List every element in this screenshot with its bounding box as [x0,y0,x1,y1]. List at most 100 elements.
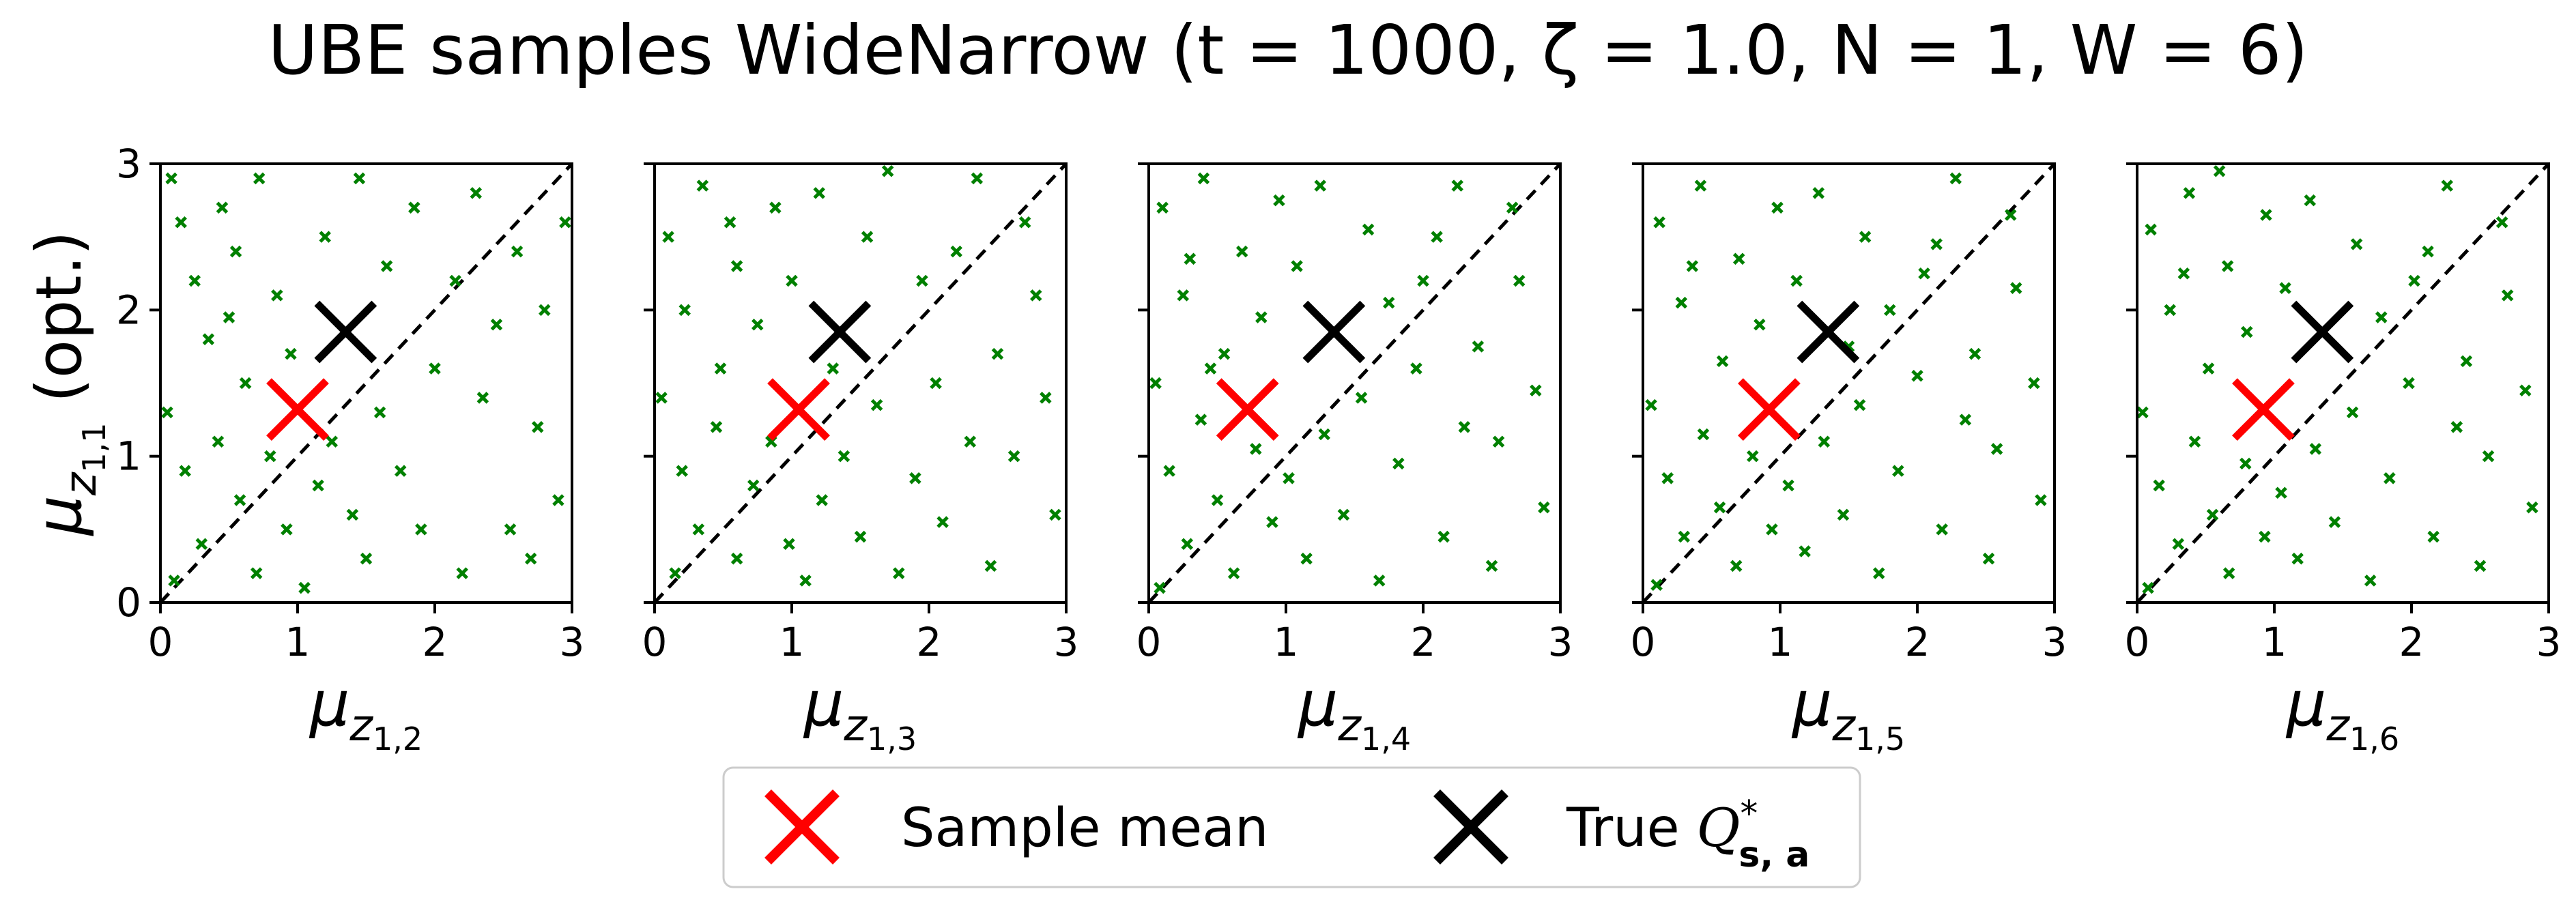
sample-point [1538,501,1550,514]
sample-point [1911,370,1923,382]
sample-point [2450,421,2463,433]
sample-point [380,260,393,272]
x-axis-label: μz1,4 [1297,667,1411,757]
sample-point [1181,538,1194,551]
sample-point [1812,187,1825,199]
sample-point [2482,450,2495,463]
sample-point [1872,567,1885,579]
sample-point [930,377,942,390]
sample-point [1754,318,1766,331]
sample-mean-marker [266,378,329,441]
sample-point [2350,238,2363,250]
plot-frame [653,162,1068,604]
sample-point [1732,252,1745,265]
diagonal-line [1642,162,2056,604]
sample-point [1936,523,1948,536]
legend-frame [722,766,1861,888]
true-q-marker [1797,300,1860,364]
x-axis-label: μz1,5 [1791,667,1905,757]
y-tick-label: 2 [116,287,141,333]
sample-point [1485,560,1498,572]
sample-point [2441,179,2454,192]
true-q-marker [1302,300,1366,364]
sample-point [456,567,468,579]
sample-point [991,347,1004,360]
diagonal-line [653,162,1068,604]
sample-point [1362,223,1375,236]
sample-point [1197,172,1210,185]
sample-point [511,245,524,258]
sample-point [696,179,709,192]
sample-point [2474,560,2487,572]
x-tick-label: 2 [423,619,448,665]
sample-point [1273,194,1285,207]
sample-point [724,216,736,229]
y-axis-label: μz1,1 (opt.) [23,231,113,536]
sample-point [1355,392,1368,404]
sample-point [1959,413,1972,426]
sample-point [2213,164,2226,177]
sample-point [476,392,489,404]
sample-point [751,318,764,331]
sample-point [1417,274,1429,287]
x-tick-label: 1 [1768,619,1793,665]
sample-point [1007,450,1020,463]
sample-point [710,421,723,433]
sample-point [2526,501,2538,514]
x-tick-label: 0 [1631,619,1656,665]
sample-point [1492,435,1505,448]
diagonal-line [1147,162,1562,604]
sample-point [253,172,266,185]
x-tick-label: 3 [2536,619,2562,665]
sample-point [1255,311,1268,323]
sample-point [1653,216,1665,229]
sample-point [936,516,949,528]
sample-point [799,575,812,587]
sample-point [964,435,977,448]
sample-point [470,187,483,199]
sample-point [655,392,668,404]
sample-point [285,347,297,360]
sample-point [2142,581,2154,594]
x-tick-label: 2 [1905,619,1930,665]
sample-point [1194,413,1207,426]
sample-point [813,187,825,199]
sample-point [2519,384,2532,396]
sample-point [2375,311,2388,323]
sample-point [360,552,373,565]
legend: Sample mean True Q* s, a [722,766,1861,888]
legend-true-q-marker [1433,789,1508,865]
sample-point [2136,406,2149,419]
sample-point [1675,296,1688,309]
sample-mean-marker [767,378,830,441]
sample-point [1211,494,1224,506]
sample-point [747,479,760,492]
sample-point [165,172,177,185]
sample-point [2422,245,2434,258]
sample-point [264,450,276,463]
sample-point [1300,552,1313,565]
true-q-marker [314,300,377,364]
sample-point [346,508,359,521]
sample-point [2164,304,2177,317]
sample-point [271,289,283,302]
x-tick-label: 0 [642,619,668,665]
panel-3: 0 1 2 3 μz1,4 [1136,162,1573,757]
sample-point [2221,260,2234,272]
diagonal-line [159,162,573,604]
sample-point [916,274,928,287]
sample-point [504,523,517,536]
sample-point [408,201,420,214]
sample-point [1892,465,1904,477]
plot-frame [1642,162,2056,604]
sample-point [1661,472,1674,484]
sample-point [2291,552,2304,565]
x-axis-label: μz1,3 [803,667,917,757]
sample-point [161,406,173,419]
sample-point [1040,392,1052,404]
sample-point [1318,428,1331,441]
sample-point [1818,435,1831,448]
sample-point [678,304,691,317]
sample-point [1697,428,1710,441]
